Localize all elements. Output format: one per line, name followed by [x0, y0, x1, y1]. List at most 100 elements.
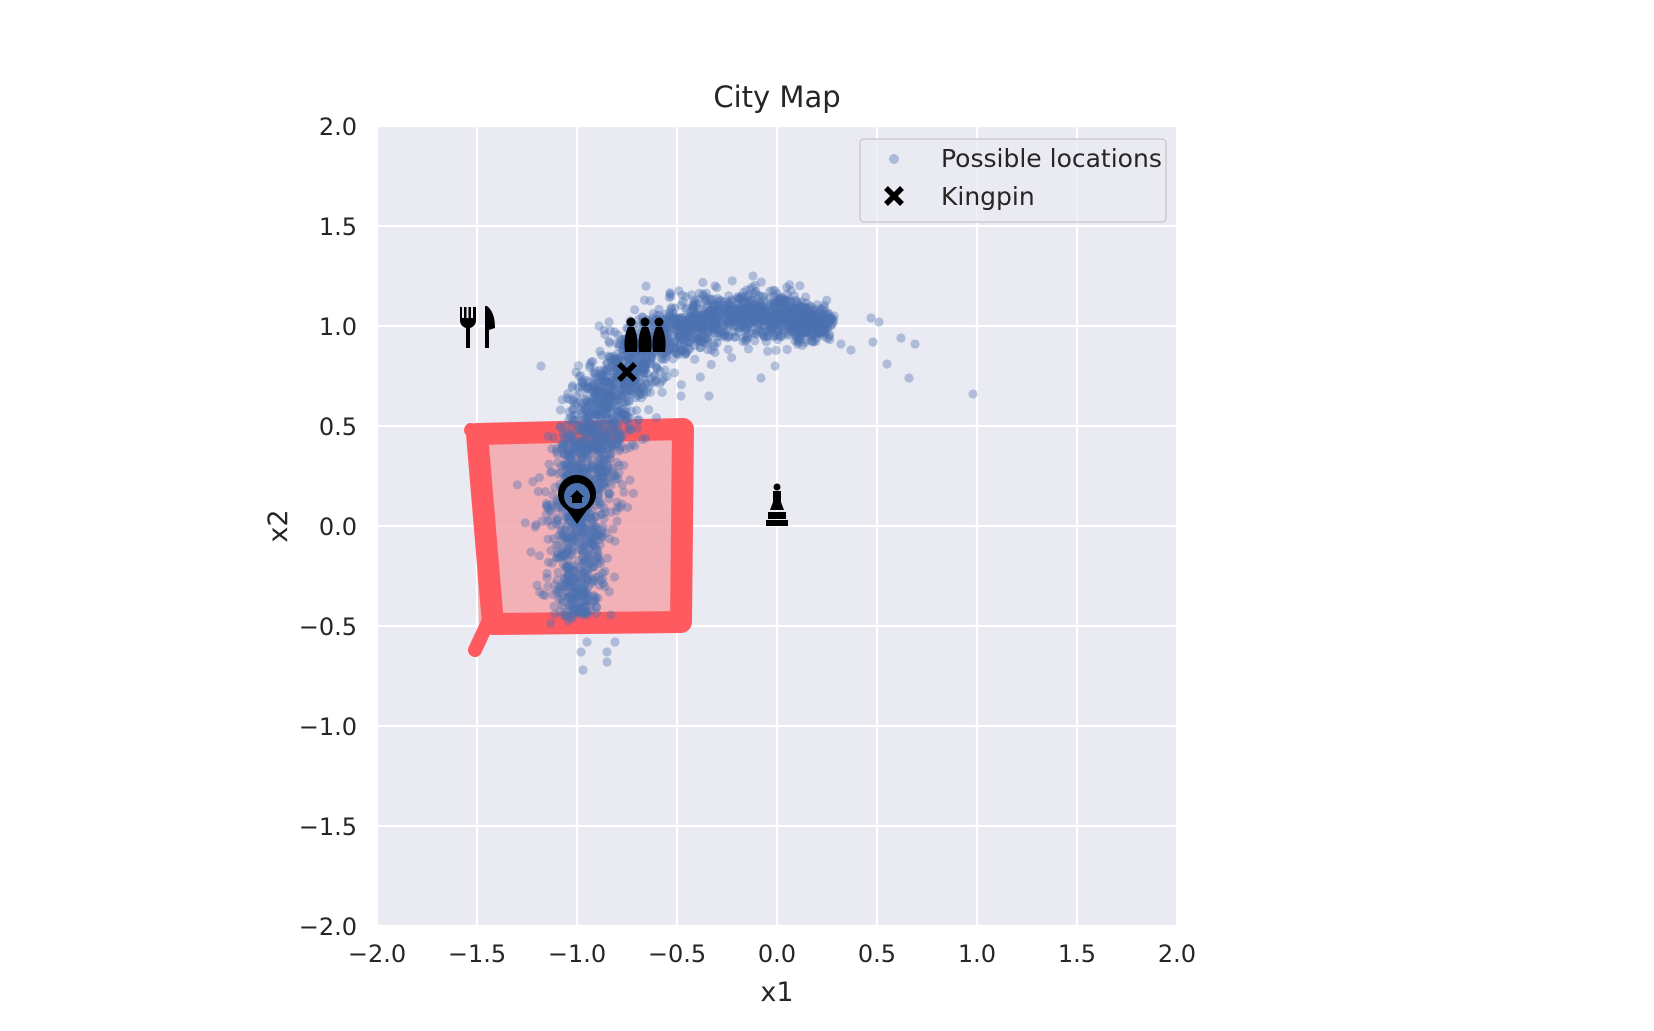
location-point [576, 405, 586, 415]
location-point [557, 550, 567, 560]
location-point [551, 519, 562, 529]
location-point [637, 363, 647, 373]
location-point [625, 475, 635, 485]
location-point [770, 300, 780, 311]
location-point [747, 308, 757, 319]
location-point [800, 317, 810, 327]
location-point [815, 328, 826, 338]
location-point [582, 575, 592, 585]
location-point [580, 588, 590, 598]
location-point [612, 430, 622, 441]
location-point [604, 488, 614, 499]
location-point [808, 328, 818, 339]
location-point [682, 328, 692, 338]
location-point [611, 391, 622, 401]
location-point [594, 500, 605, 510]
location-point [584, 433, 594, 443]
location-point [742, 331, 752, 341]
location-point [722, 304, 733, 315]
location-point [561, 586, 571, 596]
location-point [633, 315, 643, 325]
location-point [565, 516, 575, 526]
location-point [751, 286, 761, 296]
location-point [665, 288, 675, 298]
location-point [792, 316, 802, 326]
location-point [593, 431, 603, 441]
location-point [823, 318, 834, 328]
location-point [594, 459, 605, 469]
x-mark-strokes [884, 186, 904, 206]
location-point [673, 332, 684, 343]
location-point [587, 538, 597, 548]
location-point [625, 442, 635, 452]
location-point [804, 320, 814, 331]
location-point [606, 414, 616, 424]
location-point [599, 365, 609, 376]
location-point [574, 538, 584, 548]
location-point [607, 439, 618, 449]
location-point [773, 326, 783, 336]
location-point [623, 353, 633, 363]
location-point [808, 319, 818, 329]
location-point [778, 323, 788, 333]
location-point [719, 311, 729, 321]
location-point [802, 316, 812, 326]
location-point [633, 385, 643, 396]
location-point [594, 431, 604, 441]
location-point [721, 306, 731, 316]
location-point [575, 599, 585, 609]
location-point [689, 333, 699, 344]
location-point [597, 443, 607, 453]
location-point [578, 424, 588, 434]
location-point [591, 572, 601, 582]
location-point [638, 361, 648, 371]
location-point [572, 577, 582, 587]
location-point [742, 299, 753, 309]
location-point [557, 600, 567, 611]
location-point [815, 329, 825, 339]
location-point [602, 442, 613, 453]
location-point [594, 404, 604, 414]
location-point [640, 364, 650, 374]
location-point [797, 310, 807, 320]
location-point [623, 354, 633, 364]
location-point [804, 311, 814, 321]
location-point [820, 327, 830, 337]
location-point [743, 319, 754, 329]
location-point [674, 286, 684, 296]
location-point [706, 314, 716, 325]
location-point [590, 365, 600, 375]
location-point [697, 321, 707, 331]
location-point [733, 307, 743, 317]
location-point [741, 313, 751, 323]
location-point [696, 316, 706, 327]
fork-shape [460, 307, 476, 348]
location-point [605, 379, 615, 389]
location-point [587, 537, 598, 547]
location-point [593, 444, 603, 454]
location-point [666, 304, 676, 314]
location-point [582, 528, 592, 538]
location-point [825, 335, 835, 345]
location-point [772, 289, 782, 299]
location-point [760, 321, 771, 331]
location-point [612, 516, 622, 526]
location-point [770, 310, 780, 320]
location-point [814, 318, 824, 328]
location-point [583, 575, 593, 585]
location-point [685, 312, 695, 322]
location-point [706, 359, 716, 370]
location-point [805, 301, 815, 311]
location-point [599, 472, 609, 482]
location-point [750, 309, 760, 319]
location-point [780, 314, 790, 324]
location-point [562, 577, 572, 588]
location-point [564, 407, 574, 417]
location-point [604, 400, 614, 410]
location-point [708, 307, 718, 317]
location-point [760, 306, 771, 316]
location-point [654, 304, 664, 314]
location-point [733, 298, 743, 309]
location-point [665, 336, 675, 346]
location-point [582, 524, 592, 535]
